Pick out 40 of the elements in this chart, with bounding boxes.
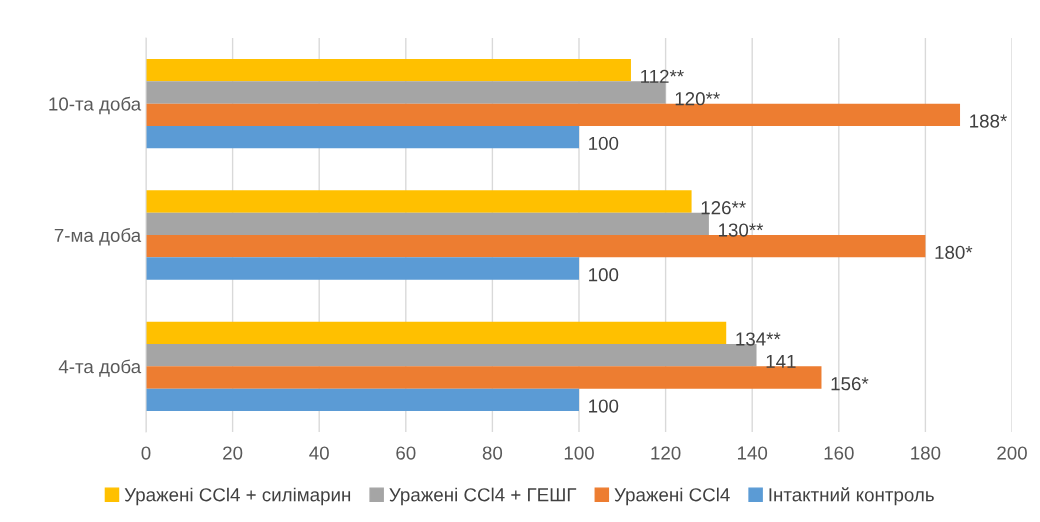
y-tick-label: 4-та доба — [58, 359, 142, 377]
data-label: 134** — [736, 332, 781, 346]
data-label: 120** — [675, 92, 720, 106]
legend-label: Уражені CCl4 + силімарин — [124, 487, 351, 506]
bar — [146, 190, 692, 213]
bar — [146, 81, 666, 104]
x-tick-label: 80 — [482, 446, 503, 460]
bar — [146, 59, 631, 82]
x-tick-label: 40 — [309, 446, 329, 460]
data-label: 141 — [766, 354, 796, 368]
x-tick-label: 20 — [223, 446, 243, 460]
data-label: 112** — [641, 69, 684, 83]
bar — [146, 125, 579, 149]
x-tick-label: 140 — [737, 446, 768, 460]
y-tick-label: 7-ма доба — [54, 228, 142, 246]
bar — [146, 366, 822, 389]
x-tick-label: 0 — [141, 446, 151, 460]
legend-label: Уражені CCl4 — [614, 487, 730, 506]
data-label: 188* — [970, 114, 1007, 128]
data-label: 180* — [935, 245, 973, 260]
bar — [146, 388, 579, 411]
bar — [146, 321, 727, 345]
data-label: 156* — [831, 377, 869, 391]
x-tick-label: 100 — [564, 446, 594, 460]
data-label: 100 — [589, 399, 619, 413]
data-label: 126** — [701, 201, 746, 215]
data-label: 100 — [589, 136, 619, 150]
bar — [146, 257, 579, 280]
x-tick-label: 200 — [997, 446, 1027, 460]
legend-label: Інтактний контроль — [769, 487, 934, 506]
x-tick-label: 60 — [396, 446, 416, 460]
legend-label: Уражені CCl4 + ГЕШГ — [389, 487, 577, 506]
data-label: 130** — [718, 223, 764, 237]
bar — [146, 344, 757, 367]
y-tick-label: 10-та доба — [49, 96, 142, 115]
data-label: 100 — [589, 268, 619, 282]
x-tick-label: 180 — [911, 446, 941, 460]
bar — [146, 235, 926, 258]
x-tick-label: 120 — [651, 446, 681, 460]
x-tick-label: 160 — [824, 446, 854, 460]
